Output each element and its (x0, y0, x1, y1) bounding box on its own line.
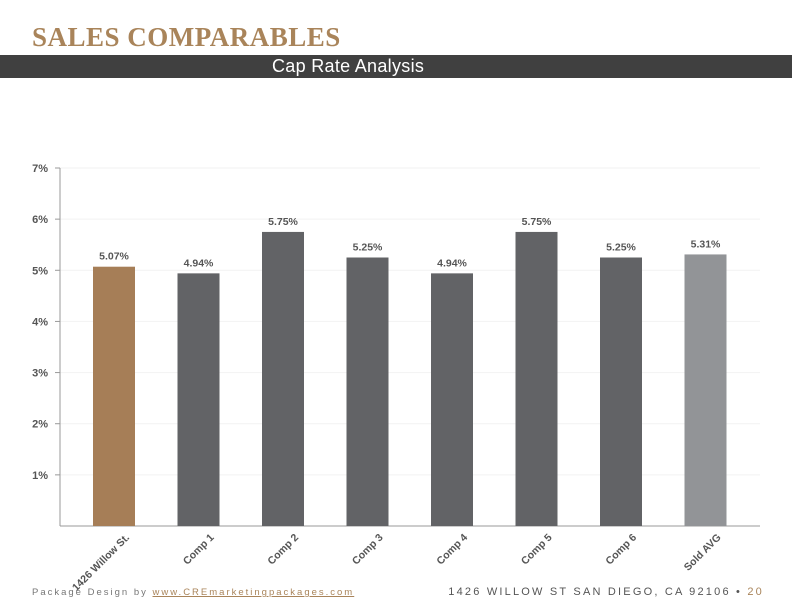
subtitle-bar (0, 55, 792, 78)
data-label: 5.75% (268, 216, 298, 228)
bar (431, 273, 473, 526)
footer-website-link[interactable]: www.CREmarketingpackages.com (152, 587, 355, 598)
y-tick-label: 6% (32, 214, 48, 226)
y-tick-label: 3% (32, 368, 48, 380)
data-label: 5.75% (522, 216, 552, 228)
footer-separator: • (736, 586, 743, 598)
footer-credit: Package Design by www.CREmarketingpackag… (32, 587, 354, 598)
bar (346, 257, 389, 526)
bar (684, 254, 727, 526)
footer-page-number: 20 (747, 586, 764, 598)
footer-credit-prefix: Package Design by (32, 587, 153, 598)
y-tick-label: 2% (32, 419, 48, 431)
bar (515, 231, 558, 526)
data-label: 5.31% (691, 238, 721, 250)
x-tick-label: Sold AVG (682, 532, 724, 574)
data-label: 5.25% (606, 242, 636, 254)
page-title: SALES COMPARABLES (32, 22, 341, 52)
y-tick-label: 5% (32, 265, 48, 277)
y-tick-label: 7% (32, 163, 48, 175)
footer-info: 1426 WILLOW ST SAN DIEGO, CA 92106 • 20 (448, 586, 764, 598)
x-tick-label: Comp 4 (434, 532, 470, 568)
bar (600, 257, 642, 526)
x-tick-label: 1426 Willow St. (70, 532, 132, 594)
data-label: 5.07% (99, 251, 129, 263)
x-tick-label: Comp 6 (603, 532, 639, 568)
x-tick-label: Comp 1 (181, 532, 217, 568)
data-label: 4.94% (184, 257, 214, 269)
data-label: 4.94% (437, 257, 467, 269)
page-subtitle: Cap Rate Analysis (272, 56, 425, 76)
bar (93, 266, 135, 526)
x-tick-label: Comp 2 (265, 532, 301, 568)
data-label: 5.25% (353, 242, 383, 254)
y-tick-label: 4% (32, 316, 48, 328)
footer-address: 1426 WILLOW ST SAN DIEGO, CA 92106 (448, 586, 731, 598)
bar (262, 231, 304, 526)
bar (177, 273, 220, 526)
x-tick-label: Comp 5 (519, 532, 555, 568)
x-tick-label: Comp 3 (350, 532, 386, 568)
y-tick-label: 1% (32, 470, 48, 482)
